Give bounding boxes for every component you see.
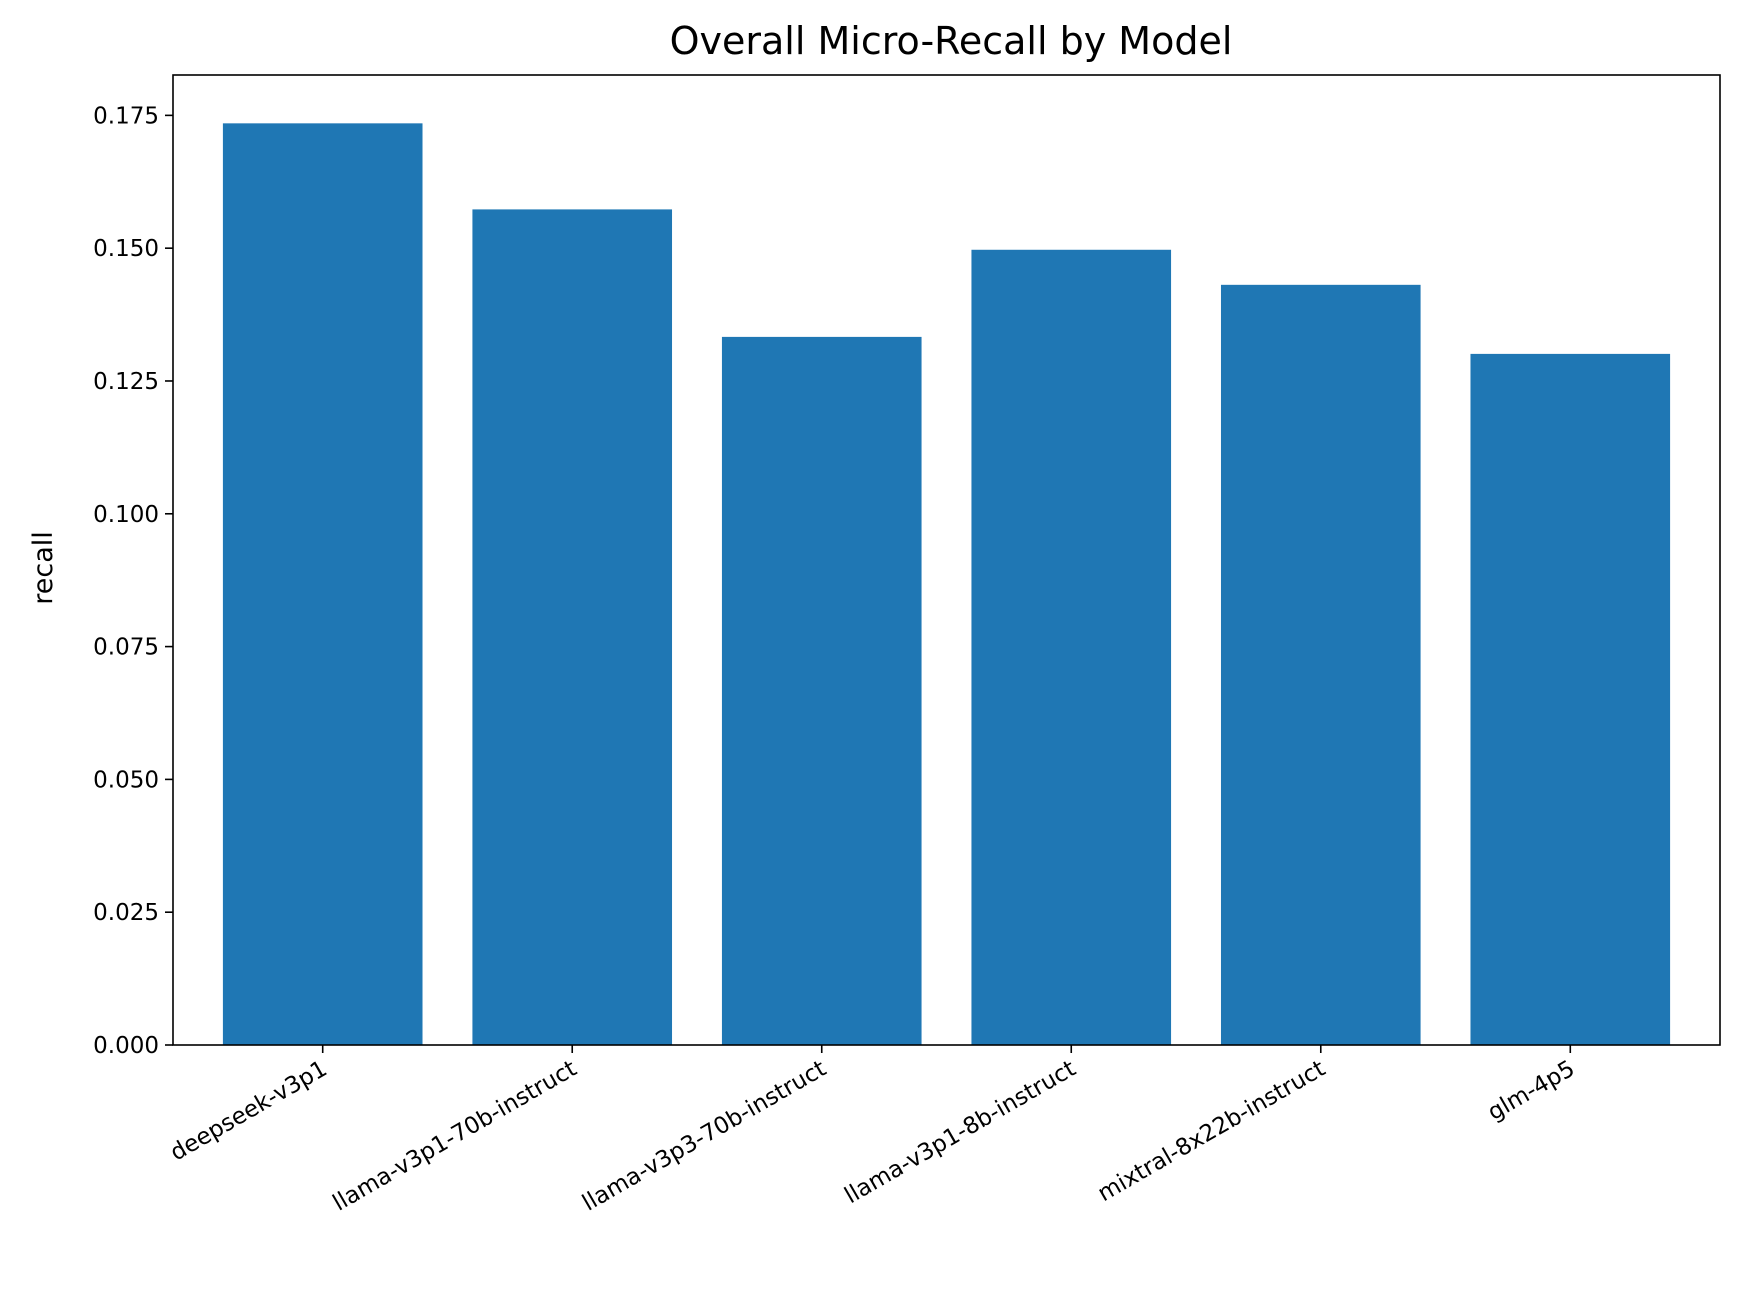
- plot-area: 0.000 0.025 0.050 0.075 0.100 0.125 0.150 0.175…: [93, 74, 1721, 1217]
- x-tick-label-1: llama-v3p1-70b-instruct: [329, 1056, 582, 1217]
- y-tick-label-2: 0.050: [93, 767, 159, 793]
- bar-3: [971, 249, 1172, 1045]
- y-tick-label-6: 0.150: [93, 236, 159, 262]
- axes-frame: [172, 74, 1721, 1046]
- bar-2: [721, 336, 922, 1045]
- x-tick-label-0: deepseek-v3p1: [166, 1056, 332, 1167]
- y-tick-label-1: 0.025: [93, 900, 159, 926]
- y-tick-label-4: 0.100: [93, 502, 159, 528]
- x-tick-label-2: llama-v3p3-70b-instruct: [578, 1056, 831, 1217]
- x-tick-label-3: llama-v3p1-8b-instruct: [840, 1056, 1080, 1210]
- bar-0: [222, 123, 423, 1046]
- y-tick-label-5: 0.125: [93, 369, 159, 395]
- x-tick-label-4: mixtral-8x22b-instruct: [1094, 1056, 1330, 1207]
- y-tick-label-7: 0.175: [93, 103, 159, 129]
- y-tick-label-3: 0.075: [93, 635, 159, 661]
- chart-title: Overall Micro-Recall by Model: [670, 19, 1233, 63]
- bar-1: [472, 209, 673, 1045]
- bar-5: [1470, 353, 1671, 1045]
- x-tick-label-5: glm-4p5: [1484, 1056, 1580, 1126]
- bar-4: [1220, 284, 1421, 1046]
- y-axis-label: recall: [28, 531, 59, 605]
- y-tick-label-0: 0.000: [93, 1033, 159, 1059]
